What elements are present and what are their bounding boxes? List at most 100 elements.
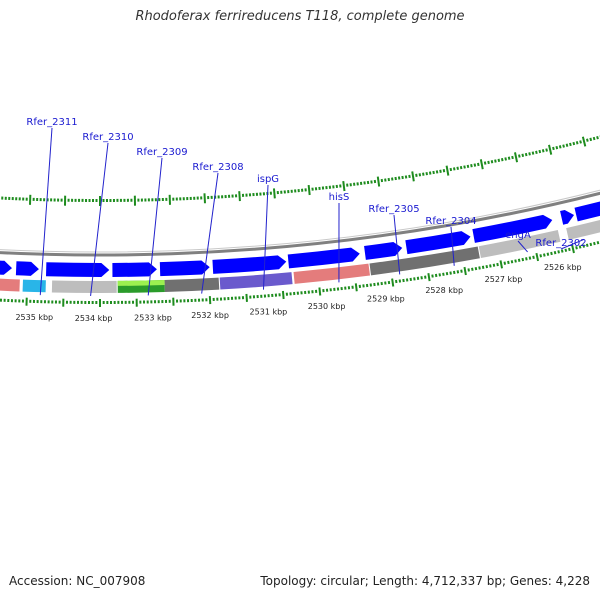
scale-label: 2528 kbp xyxy=(425,286,463,295)
inner-minor-tick xyxy=(575,141,579,145)
inner-major-tick xyxy=(376,176,381,187)
inner-minor-tick xyxy=(473,163,477,167)
scale-major-tick xyxy=(391,278,395,287)
scale-minor-tick xyxy=(578,245,582,249)
gene-feature-band xyxy=(369,246,480,276)
inner-major-tick xyxy=(411,171,415,182)
inner-minor-tick xyxy=(535,150,538,155)
inner-minor-tick xyxy=(579,140,582,144)
scale-minor-tick xyxy=(543,253,546,257)
cds-arrow xyxy=(405,231,471,255)
scale-minor-tick xyxy=(514,259,517,263)
cds-arrow xyxy=(46,262,110,278)
gene-label-line xyxy=(450,226,455,266)
inner-minor-tick xyxy=(507,156,511,160)
scale-label: 2526 kbp xyxy=(544,263,582,272)
inner-minor-tick xyxy=(596,135,599,140)
inner-minor-tick xyxy=(562,144,565,148)
gene-label-line xyxy=(262,184,269,290)
cds-arrow xyxy=(560,209,575,225)
inner-minor-tick xyxy=(497,158,501,163)
scale-minor-tick xyxy=(507,260,510,265)
gene-label-line xyxy=(90,142,109,297)
inner-minor-tick xyxy=(524,152,528,157)
scale-minor-tick xyxy=(553,250,557,255)
inner-minor-tick xyxy=(521,153,525,157)
gene-feature-band xyxy=(566,220,600,240)
scale-minor-tick xyxy=(585,243,589,247)
inner-minor-tick xyxy=(528,152,531,156)
scale-minor-tick xyxy=(481,265,485,269)
inner-major-tick xyxy=(272,188,276,199)
scale-major-tick xyxy=(318,287,322,296)
map-title: Rhodoferax ferrireducens T118, complete … xyxy=(135,9,465,24)
scale-major-tick xyxy=(499,260,504,269)
scale-major-tick xyxy=(281,290,285,300)
inner-minor-tick xyxy=(466,164,470,169)
scale-minor-tick xyxy=(449,271,452,275)
scale-minor-tick xyxy=(496,262,499,267)
inner-minor-tick xyxy=(483,161,487,165)
scale-major-tick xyxy=(571,244,575,254)
inner-minor-tick xyxy=(449,167,453,172)
inner-minor-tick xyxy=(531,151,535,155)
cds-arrow xyxy=(159,260,210,277)
inner-major-tick xyxy=(548,144,553,155)
inner-minor-tick xyxy=(538,149,542,154)
cds-arrow xyxy=(364,242,403,260)
scale-minor-tick xyxy=(474,266,478,271)
scale-minor-tick xyxy=(467,268,470,272)
scale-label: 2531 kbp xyxy=(250,307,288,316)
scale-major-tick xyxy=(354,283,358,292)
scale-label: 2533 kbp xyxy=(134,313,172,322)
scale-minor-tick xyxy=(489,264,492,268)
cds-arrow xyxy=(574,201,600,222)
scale-minor-tick xyxy=(521,257,525,262)
genome-stats: Topology: circular; Length: 4,712,337 bp… xyxy=(260,574,590,588)
scale-minor-tick xyxy=(564,248,568,252)
scale-label: 2529 kbp xyxy=(367,295,405,304)
inner-major-tick xyxy=(514,152,519,163)
scale-minor-tick xyxy=(503,261,507,265)
gene-label-line xyxy=(201,172,219,294)
cds-arrow xyxy=(212,255,287,274)
scale-minor-tick xyxy=(485,264,489,269)
scale-minor-tick xyxy=(492,263,496,267)
cds-arrow xyxy=(112,262,157,277)
gene-label: Rfer_2311 xyxy=(26,117,77,128)
scale-minor-tick xyxy=(478,266,481,270)
inner-minor-tick xyxy=(558,145,562,149)
inner-minor-tick xyxy=(500,157,504,162)
inner-major-tick xyxy=(479,159,484,170)
inner-minor-tick xyxy=(490,160,494,164)
scale-minor-tick xyxy=(471,267,474,271)
inner-major-tick xyxy=(581,136,587,147)
inner-minor-tick xyxy=(487,160,490,165)
scale-minor-tick xyxy=(456,270,460,274)
inner-minor-tick xyxy=(435,170,439,174)
inner-minor-tick xyxy=(565,143,569,147)
scale-major-tick xyxy=(535,252,540,262)
gene-feature-band xyxy=(51,280,117,293)
cds-arrow xyxy=(15,261,39,276)
inner-minor-tick xyxy=(432,170,435,175)
scale-minor-tick xyxy=(539,254,543,258)
inner-minor-tick xyxy=(428,171,432,175)
cds-arrow xyxy=(287,247,360,269)
cds-arrow xyxy=(472,214,553,243)
gene-feature-band xyxy=(22,279,46,293)
scale-minor-tick xyxy=(596,240,600,245)
inner-major-tick xyxy=(203,193,206,204)
inner-minor-tick xyxy=(552,146,555,151)
scale-minor-tick xyxy=(560,249,564,253)
gene-label: hisS xyxy=(329,192,350,203)
scale-minor-tick xyxy=(453,270,456,275)
scale-label: 2527 kbp xyxy=(485,275,523,284)
scale-minor-tick xyxy=(593,241,596,246)
inner-minor-tick xyxy=(511,155,514,160)
inner-minor-tick xyxy=(586,138,589,142)
scale-minor-tick xyxy=(532,255,535,259)
scale-major-tick xyxy=(245,293,248,302)
gene-label: engA xyxy=(505,230,531,241)
gene-label-line xyxy=(517,240,528,253)
